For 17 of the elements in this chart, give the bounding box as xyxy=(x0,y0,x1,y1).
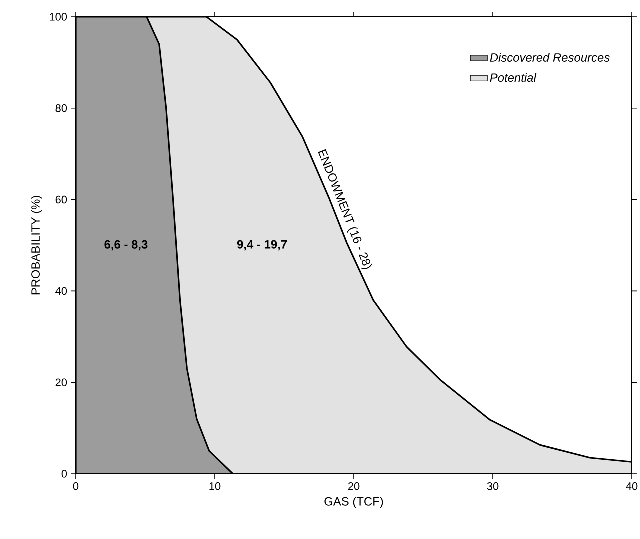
y-tick-label: 40 xyxy=(56,287,68,296)
y-tick-label: 100 xyxy=(50,13,68,21)
x-tick-label: 0 xyxy=(73,482,79,490)
y-tick-label: 60 xyxy=(56,196,68,204)
y-tick-label: 0 xyxy=(62,470,68,478)
x-tick-label: 40 xyxy=(626,482,638,490)
legend-label: Discovered Resources xyxy=(490,53,610,62)
annotation: 9,4 - 19,7 xyxy=(237,240,288,251)
legend-label: Potential xyxy=(490,73,537,82)
y-tick-label: 20 xyxy=(56,378,68,386)
x-tick-label: 30 xyxy=(487,482,499,490)
x-tick-label: 20 xyxy=(348,482,360,490)
x-tick-label: 10 xyxy=(210,482,221,490)
annotation: 6,6 - 8,3 xyxy=(104,240,148,251)
x-axis-title: GAS (TCF) xyxy=(324,497,384,508)
y-tick-label: 80 xyxy=(56,104,68,112)
y-axis-title: PROBABILITY (%) xyxy=(31,196,42,295)
